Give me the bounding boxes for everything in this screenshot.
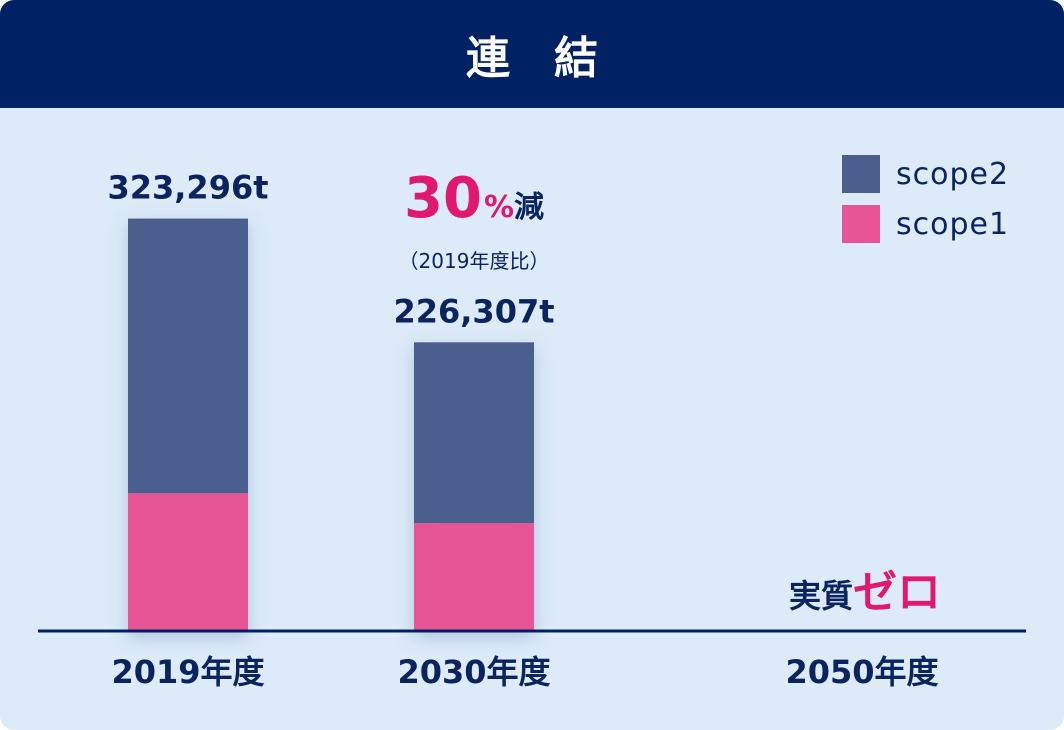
bar-group-1: [414, 342, 534, 631]
legend-item-scope1: scope1: [842, 205, 1042, 243]
bar-group-0: [128, 218, 248, 631]
total-label-1: 226,307t: [393, 292, 554, 330]
legend-swatch-scope2: [842, 155, 880, 193]
category-label-1: 2030年度: [397, 653, 550, 691]
legend-label-scope1: scope1: [896, 206, 1010, 242]
bar-scope1-1: [414, 523, 534, 631]
bar-scope2-0: [128, 218, 248, 494]
reduction-main: 30%減: [364, 168, 584, 243]
reduction-suffix: 減: [514, 190, 544, 225]
net-zero-emphasis: ゼロ: [853, 567, 941, 618]
legend: scope2 scope1: [842, 155, 1042, 255]
legend-item-scope2: scope2: [842, 155, 1042, 193]
bar-scope2-1: [414, 342, 534, 524]
reduction-annotation: 30%減 （2019年度比）: [364, 168, 584, 274]
legend-swatch-scope1: [842, 205, 880, 243]
bar-scope1-0: [128, 493, 248, 631]
header-title: 連結: [466, 33, 642, 84]
legend-label-scope2: scope2: [896, 156, 1010, 192]
reduction-value: 30: [404, 166, 482, 231]
net-zero-prefix: 実質: [788, 577, 853, 615]
reduction-baseline-note: （2019年度比）: [398, 249, 550, 273]
category-label-0: 2019年度: [111, 653, 264, 691]
total-label-0: 323,296t: [107, 169, 268, 207]
header-bar: 連結: [0, 0, 1064, 108]
reduction-unit: %: [483, 190, 514, 225]
category-label-2: 2050年度: [785, 653, 938, 691]
net-zero-label: 実質ゼロ: [760, 568, 970, 627]
